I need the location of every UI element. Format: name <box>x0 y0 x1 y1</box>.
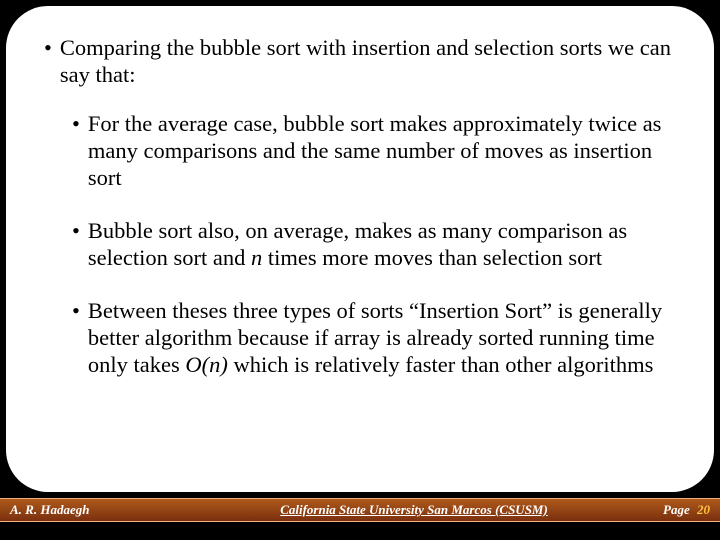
bullet-dot: • <box>72 297 80 378</box>
bullet-level-1: • Comparing the bubble sort with inserti… <box>44 34 684 88</box>
bullet-text: Bubble sort also, on average, makes as m… <box>88 217 684 271</box>
author-label: A. R. Hadaegh <box>0 502 190 518</box>
page-number: 20 <box>697 502 710 517</box>
page-indicator: Page 20 <box>638 502 720 518</box>
italic-variable: n <box>251 245 262 270</box>
bullet-dot: • <box>44 34 52 88</box>
italic-variable: O(n) <box>185 352 227 377</box>
bullet-level-2: • For the average case, bubble sort make… <box>72 110 684 191</box>
footer-bar: A. R. Hadaegh California State Universit… <box>0 498 720 522</box>
university-label: California State University San Marcos (… <box>190 502 638 518</box>
text-run: times more moves than selection sort <box>262 245 602 270</box>
text-run: which is relatively faster than other al… <box>228 352 654 377</box>
bullet-level-2: • Between theses three types of sorts “I… <box>72 297 684 378</box>
slide: • Comparing the bubble sort with inserti… <box>0 0 720 540</box>
page-label: Page <box>663 502 690 517</box>
bullet-text: Comparing the bubble sort with insertion… <box>60 34 684 88</box>
bullet-text: Between theses three types of sorts “Ins… <box>88 297 684 378</box>
content-panel: • Comparing the bubble sort with inserti… <box>6 6 714 492</box>
bullet-text: For the average case, bubble sort makes … <box>88 110 684 191</box>
bullet-dot: • <box>72 110 80 191</box>
bullet-dot: • <box>72 217 80 271</box>
bullet-level-2: • Bubble sort also, on average, makes as… <box>72 217 684 271</box>
